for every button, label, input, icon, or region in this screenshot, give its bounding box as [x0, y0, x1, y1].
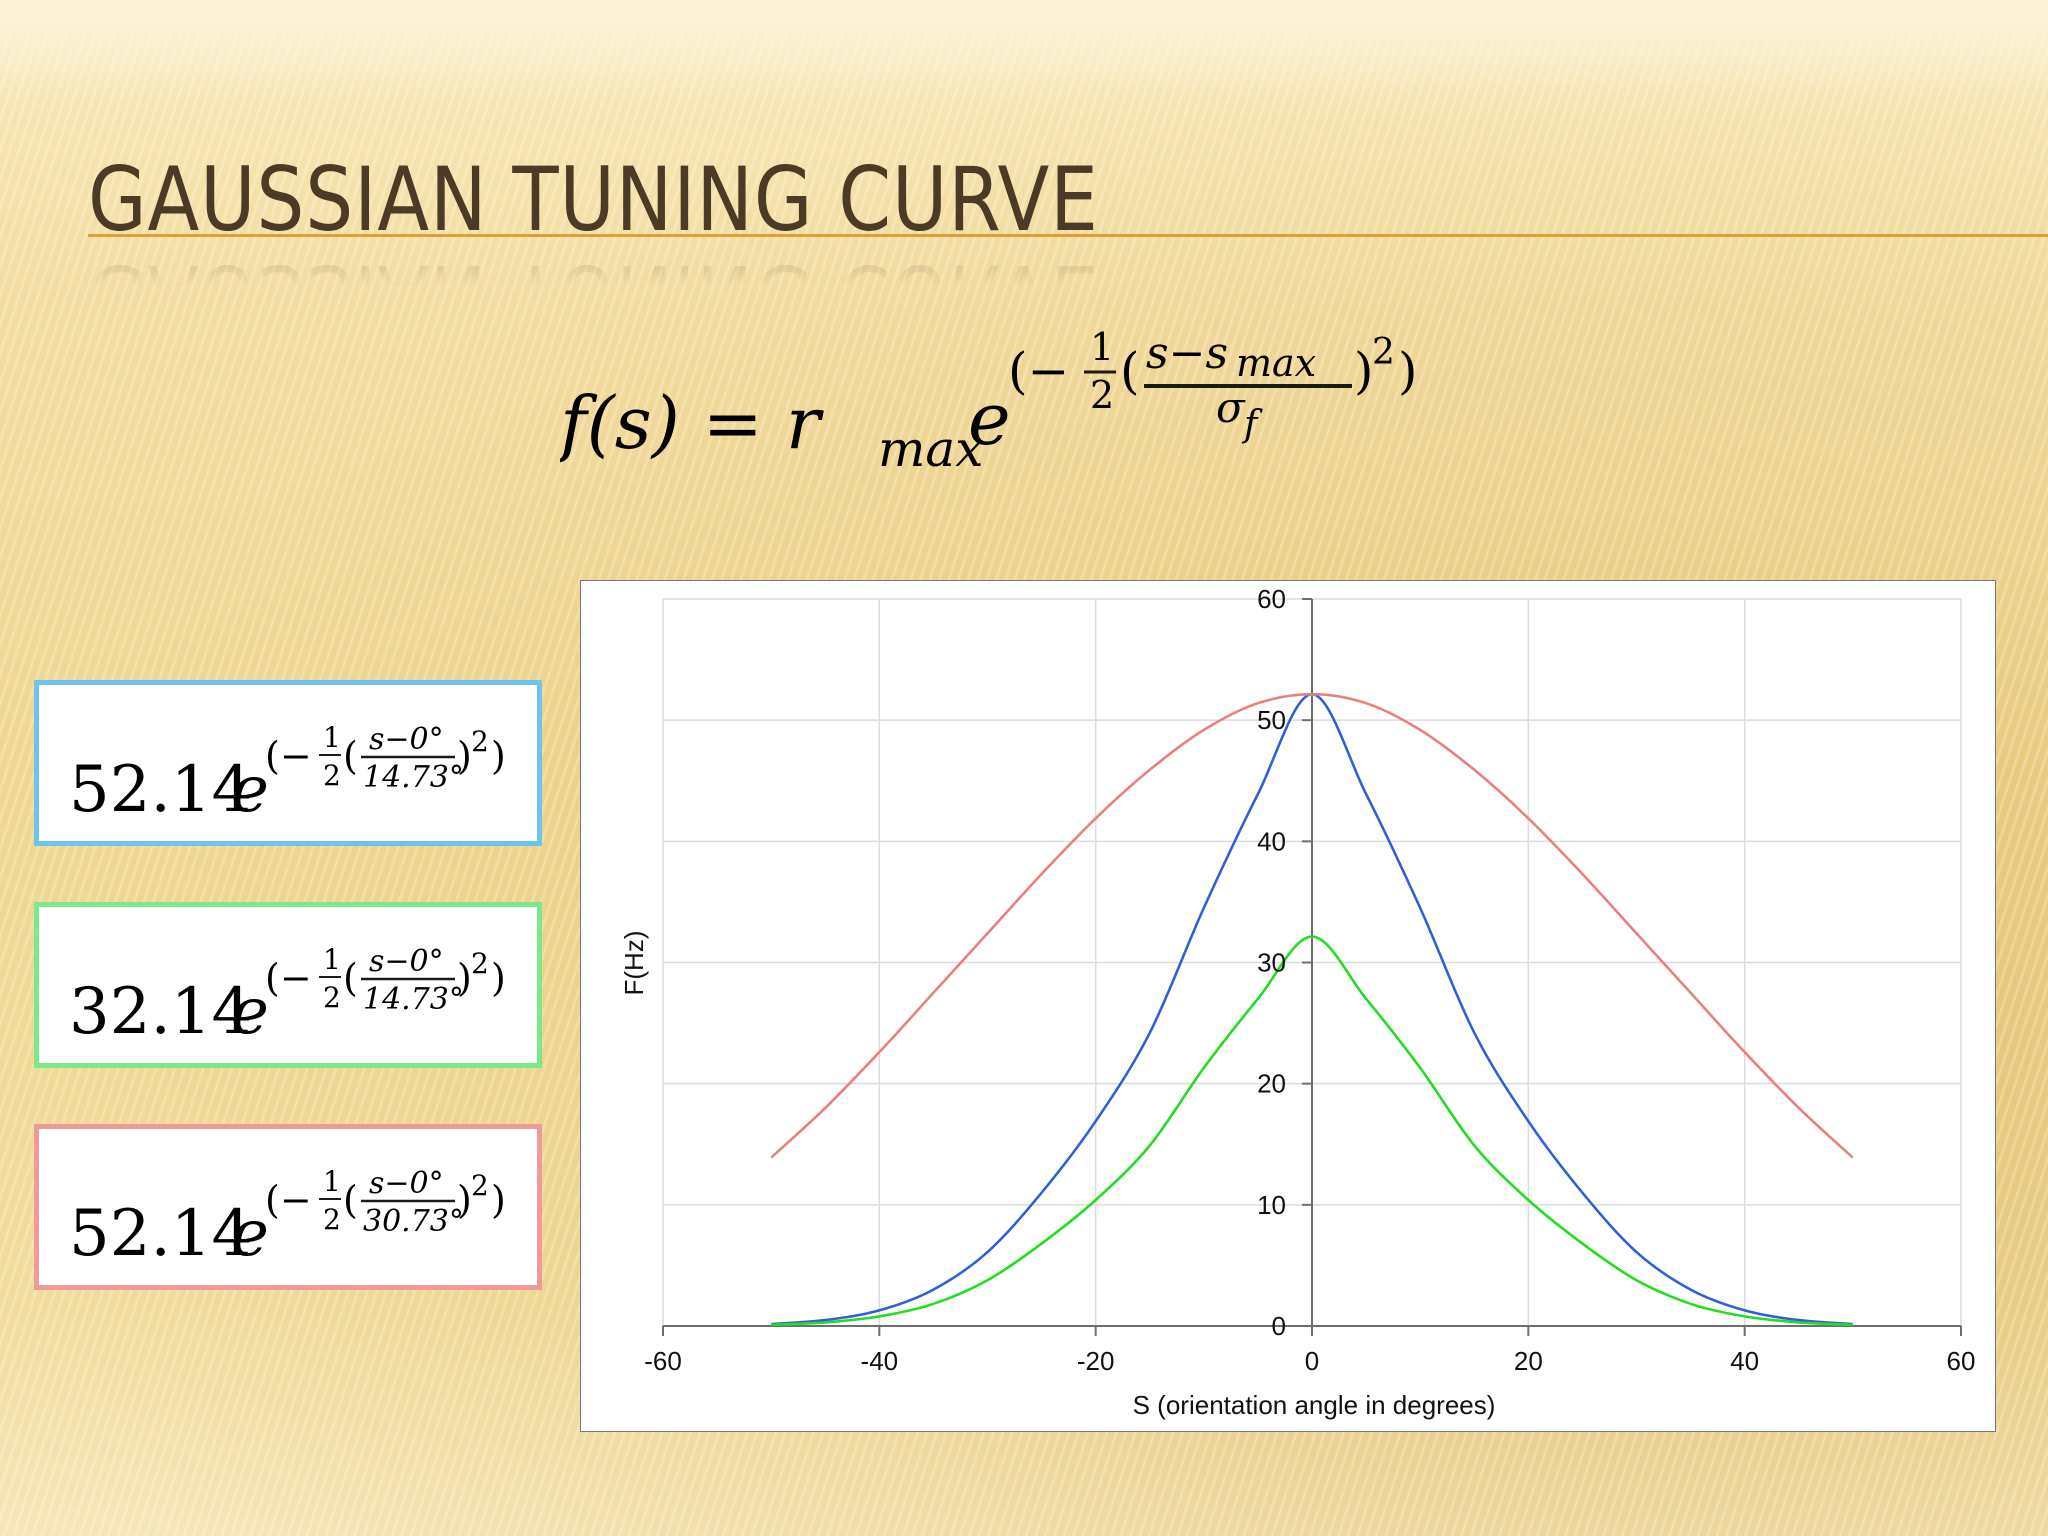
chart-series — [770, 692, 1854, 1327]
formula-exp-open: (− — [1008, 342, 1069, 400]
box-half-num: 1 — [323, 1165, 341, 1198]
formula-box-red: 52.14 e (− 1 2 ( s−0° 30.73° ) 2 ) — [34, 1124, 542, 1290]
box-frac-num: s−0° — [369, 722, 444, 757]
box-paren-open: ( — [343, 956, 358, 1000]
x-tick-label: -40 — [861, 1346, 899, 1376]
box-coef: 52.14 — [69, 753, 252, 827]
formula-frac-den: σ — [1216, 383, 1246, 432]
box-base: e — [231, 753, 269, 827]
header-band — [0, 0, 2048, 90]
x-axis-label: S (orientation angle in degrees) — [1133, 1390, 1496, 1420]
box-half-num: 1 — [323, 943, 341, 976]
formula-exp-close: ) — [1354, 342, 1374, 400]
y-tick-label: 10 — [1257, 1190, 1286, 1220]
formula-box-math: 52.14 e (− 1 2 ( s−0° 30.73° ) 2 ) — [69, 1145, 529, 1275]
title-block: Gaussian Tuning Curve Gaussian Tuning Cu… — [88, 148, 1263, 349]
box-paren-open: ( — [343, 1178, 358, 1222]
formula-base: e — [968, 377, 1011, 461]
formula-box-math: 52.14 e (− 1 2 ( s−0° 14.73° ) 2 ) — [69, 701, 529, 831]
formula-frac-num-sub: max — [1236, 341, 1316, 385]
slide-title: Gaussian Tuning Curve — [88, 148, 1099, 251]
box-coef: 52.14 — [69, 1197, 252, 1271]
formula-rmax-sub: max — [878, 420, 983, 478]
box-exp-open: (− — [265, 956, 312, 1000]
box-half-den: 2 — [323, 1203, 341, 1236]
chart-axes — [662, 598, 1962, 1336]
y-tick-label: 60 — [1257, 584, 1286, 614]
box-paren-open: ( — [343, 734, 358, 778]
formula-exp-end: ) — [1398, 342, 1418, 400]
series-line-1 — [771, 935, 1853, 1327]
x-tick-label: 40 — [1730, 1346, 1759, 1376]
x-tick-label: -60 — [644, 1346, 682, 1376]
box-frac-den: 14.73° — [363, 982, 464, 1017]
box-exp-open: (− — [265, 1178, 312, 1222]
box-half-num: 1 — [323, 721, 341, 754]
box-paren-close: ) — [457, 1178, 472, 1222]
box-base: e — [231, 1197, 269, 1271]
formula-paren-open: ( — [1120, 342, 1140, 400]
y-tick-label: 0 — [1272, 1311, 1286, 1341]
y-tick-label: 20 — [1257, 1069, 1286, 1099]
x-tick-label: -20 — [1077, 1346, 1115, 1376]
x-tick-label: 0 — [1305, 1346, 1319, 1376]
x-tick-label: 20 — [1514, 1346, 1543, 1376]
box-power: 2 — [471, 947, 489, 980]
y-tick-label: 30 — [1257, 948, 1286, 978]
formula-lhs: f(s) = r — [560, 381, 824, 465]
box-frac-den: 14.73° — [363, 760, 464, 795]
box-exp-end: ) — [491, 1178, 506, 1222]
box-frac-num: s−0° — [369, 944, 444, 979]
box-half-den: 2 — [323, 759, 341, 792]
formula-half-den: 2 — [1090, 373, 1114, 417]
gaussian-formula: f(s) = r max e (− 1 2 ( s−s max σ f ) 2 … — [555, 325, 1460, 490]
title-underline — [88, 234, 2048, 237]
box-paren-close: ) — [457, 956, 472, 1000]
formula-frac-den-sub: f — [1241, 404, 1263, 445]
box-power: 2 — [471, 725, 489, 758]
formula-box-green: 32.14 e (− 1 2 ( s−0° 14.73° ) 2 ) — [34, 902, 542, 1068]
series-line-2 — [770, 692, 1854, 1159]
y-tick-label: 40 — [1257, 826, 1286, 856]
box-exp-open: (− — [265, 734, 312, 778]
chart-labels: -60 -40 -20 0 20 40 60 0 10 20 30 40 50 60 — [644, 584, 1975, 1376]
box-exp-end: ) — [491, 956, 506, 1000]
box-paren-close: ) — [457, 734, 472, 778]
box-power: 2 — [471, 1169, 489, 1202]
formula-box-blue: 52.14 e (− 1 2 ( s−0° 14.73° ) 2 ) — [34, 680, 542, 846]
x-tick-label: 60 — [1947, 1346, 1976, 1376]
formula-power: 2 — [1372, 332, 1395, 373]
box-coef: 32.14 — [69, 975, 252, 1049]
y-axis-label: F(Hz) — [619, 931, 649, 996]
chart-svg: -60 -40 -20 0 20 40 60 0 10 20 30 40 50 60 S (orienta… — [619, 584, 1975, 1420]
box-base: e — [231, 975, 269, 1049]
y-tick-label: 50 — [1257, 705, 1286, 735]
box-frac-den: 30.73° — [363, 1204, 464, 1239]
box-exp-end: ) — [491, 734, 506, 778]
formula-box-math: 32.14 e (− 1 2 ( s−0° 14.73° ) 2 ) — [69, 923, 529, 1053]
box-frac-num: s−0° — [369, 1166, 444, 1201]
formula-half-num: 1 — [1090, 330, 1114, 369]
formula-frac-num: s−s — [1146, 330, 1228, 379]
box-half-den: 2 — [323, 981, 341, 1014]
tuning-curve-chart: -60 -40 -20 0 20 40 60 0 10 20 30 40 50 60 S (orienta… — [580, 580, 1996, 1432]
